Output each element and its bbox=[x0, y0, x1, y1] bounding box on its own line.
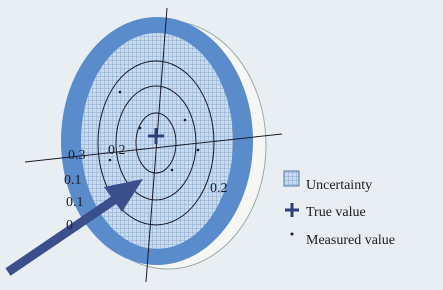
measured-point bbox=[109, 159, 112, 162]
contour-label: 0.2 bbox=[108, 143, 126, 158]
contour-label: 0 bbox=[66, 218, 73, 233]
measured-point bbox=[184, 119, 187, 122]
contour-label: 0.2 bbox=[210, 181, 228, 196]
legend-label: Measured value bbox=[306, 233, 395, 248]
legend-label: Uncertainty bbox=[306, 178, 372, 193]
measured-point bbox=[171, 169, 174, 172]
measured-point bbox=[139, 127, 142, 130]
legend-label: True value bbox=[306, 205, 366, 220]
legend-dot bbox=[291, 233, 294, 236]
measured-point bbox=[119, 91, 122, 94]
measured-point bbox=[197, 149, 200, 152]
page: 0.3 0.2 0.1 0.1 0.2 0 Uncertainty True v… bbox=[0, 0, 443, 285]
legend-swatch bbox=[284, 171, 299, 186]
contour-label: 0.1 bbox=[66, 195, 84, 210]
contour-label: 0.1 bbox=[64, 173, 82, 188]
contour-label: 0.3 bbox=[68, 148, 86, 163]
diagram: 0.3 0.2 0.1 0.1 0.2 0 Uncertainty True v… bbox=[0, 0, 443, 285]
